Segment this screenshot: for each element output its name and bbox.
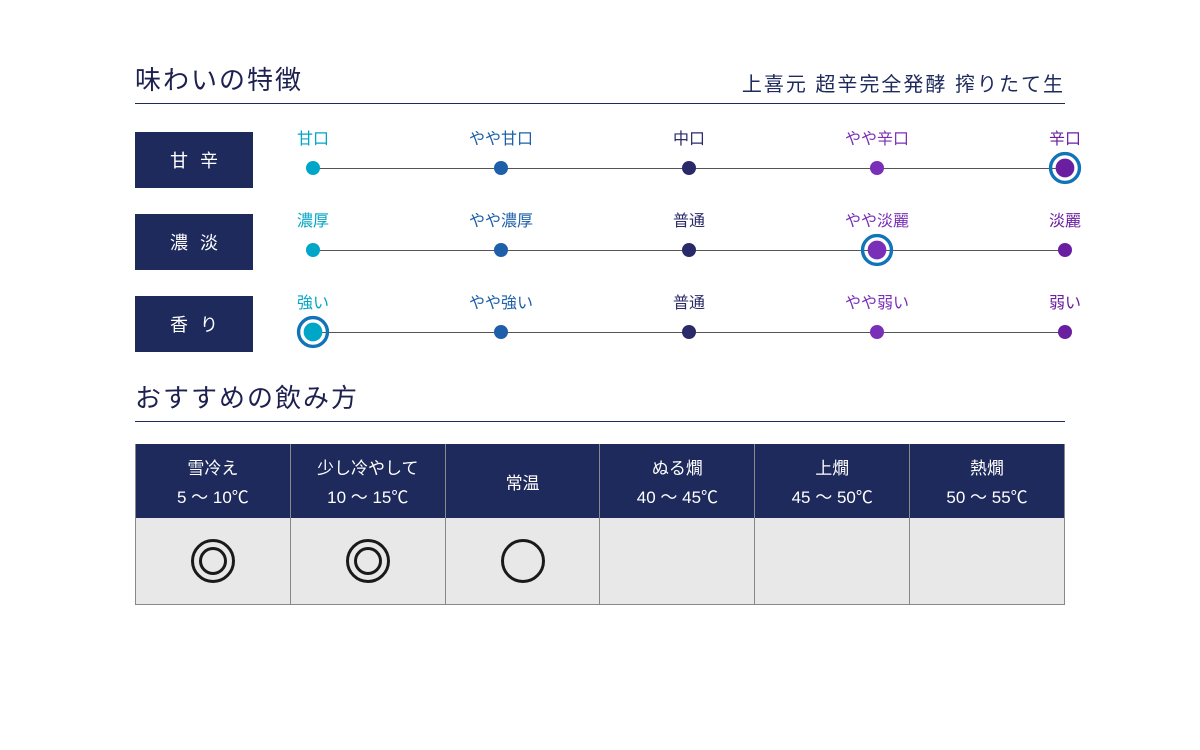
temp-cell [910, 518, 1064, 605]
scale-row: 甘辛甘口やや甘口中口やや辛口辛口 [135, 132, 1065, 188]
scale-category-label: 香り [135, 296, 253, 352]
scale-dot [870, 161, 884, 175]
scale-point-label: 普通 [654, 296, 724, 316]
scale-dot [1058, 325, 1072, 339]
temp-cell [291, 518, 445, 605]
section-header: 味わいの特徴 上喜元 超辛完全発酵 搾りたて生 [135, 60, 1065, 104]
temp-column: 少し冷やして 10 ～ 15℃ [291, 444, 446, 605]
scale-dots [313, 243, 1065, 257]
temp-cell [136, 518, 290, 605]
scale-dot [494, 243, 508, 257]
temp-cell [600, 518, 754, 605]
double-circle-icon [191, 539, 235, 583]
temp-label: 少し冷やして [317, 454, 419, 479]
scale-point-label: 淡麗 [1030, 214, 1100, 234]
temp-range: 5 ～ 10℃ [177, 483, 249, 508]
scale-row: 香り強いやや強い普通やや弱い弱い [135, 296, 1065, 352]
temp-label: ぬる燗 [652, 454, 703, 479]
temp-range: 45 ～ 50℃ [792, 483, 873, 508]
temp-label: 常温 [506, 469, 540, 494]
scale-point-label: やや濃厚 [466, 214, 536, 234]
scale-track: 濃厚やや濃厚普通やや淡麗淡麗 [313, 214, 1065, 270]
scale-point-label: やや甘口 [466, 132, 536, 152]
temp-header: 常温 [446, 444, 600, 518]
scale-point-label: やや強い [466, 296, 536, 316]
temp-label: 上燗 [815, 454, 849, 479]
temperature-table: 雪冷え 5 ～ 10℃ 少し冷やして 10 ～ 15℃ 常温 ぬる燗 40 ～ 45℃ 上燗 4… [135, 444, 1065, 605]
double-circle-icon [346, 539, 390, 583]
scale-point-label: 辛口 [1030, 132, 1100, 152]
scale-dots [313, 161, 1065, 175]
scale-point-label: 弱い [1030, 296, 1100, 316]
scale-dot [870, 325, 884, 339]
temp-range: 50 ～ 55℃ [946, 483, 1027, 508]
scale-point-label: 普通 [654, 214, 724, 234]
scale-dot [1058, 243, 1072, 257]
scale-category-label: 濃淡 [135, 214, 253, 270]
scale-dot [1058, 161, 1072, 175]
temp-column: 雪冷え 5 ～ 10℃ [136, 444, 291, 605]
scale-dot [306, 243, 320, 257]
scale-dot [682, 243, 696, 257]
temp-range: 10 ～ 15℃ [327, 483, 408, 508]
section2-title: おすすめの飲み方 [135, 378, 1065, 422]
scale-dot [494, 161, 508, 175]
temp-header: 雪冷え 5 ～ 10℃ [136, 444, 290, 518]
temp-column: 上燗 45 ～ 50℃ [755, 444, 910, 605]
temp-header: ぬる燗 40 ～ 45℃ [600, 444, 754, 518]
temp-label: 雪冷え [187, 454, 238, 479]
scale-point-label: やや淡麗 [842, 214, 912, 234]
scale-dots [313, 325, 1065, 339]
temp-column: 熱燗 50 ～ 55℃ [910, 444, 1065, 605]
scale-dot [682, 325, 696, 339]
scale-point-label: 甘口 [278, 132, 348, 152]
temp-column: ぬる燗 40 ～ 45℃ [600, 444, 755, 605]
scale-point-label: やや弱い [842, 296, 912, 316]
section-title: 味わいの特徴 [135, 60, 303, 97]
temp-range: 40 ～ 45℃ [637, 483, 718, 508]
taste-scales: 甘辛甘口やや甘口中口やや辛口辛口濃淡濃厚やや濃厚普通やや淡麗淡麗香り強いやや強い… [135, 132, 1065, 352]
scale-dot [494, 325, 508, 339]
product-subtitle: 上喜元 超辛完全発酵 搾りたて生 [742, 68, 1065, 97]
temp-label: 熱燗 [970, 454, 1004, 479]
scale-dot [682, 161, 696, 175]
temp-header: 少し冷やして 10 ～ 15℃ [291, 444, 445, 518]
scale-dot [870, 243, 884, 257]
scale-dot [306, 325, 320, 339]
temp-header: 上燗 45 ～ 50℃ [755, 444, 909, 518]
temp-column: 常温 [446, 444, 601, 605]
scale-row: 濃淡濃厚やや濃厚普通やや淡麗淡麗 [135, 214, 1065, 270]
scale-point-label: 中口 [654, 132, 724, 152]
scale-category-label: 甘辛 [135, 132, 253, 188]
scale-point-label: 強い [278, 296, 348, 316]
temp-cell [446, 518, 600, 605]
scale-track: 甘口やや甘口中口やや辛口辛口 [313, 132, 1065, 188]
scale-dot [306, 161, 320, 175]
temp-header: 熱燗 50 ～ 55℃ [910, 444, 1064, 518]
scale-point-label: 濃厚 [278, 214, 348, 234]
temp-cell [755, 518, 909, 605]
single-circle-icon [501, 539, 545, 583]
scale-point-label: やや辛口 [842, 132, 912, 152]
scale-track: 強いやや強い普通やや弱い弱い [313, 296, 1065, 352]
